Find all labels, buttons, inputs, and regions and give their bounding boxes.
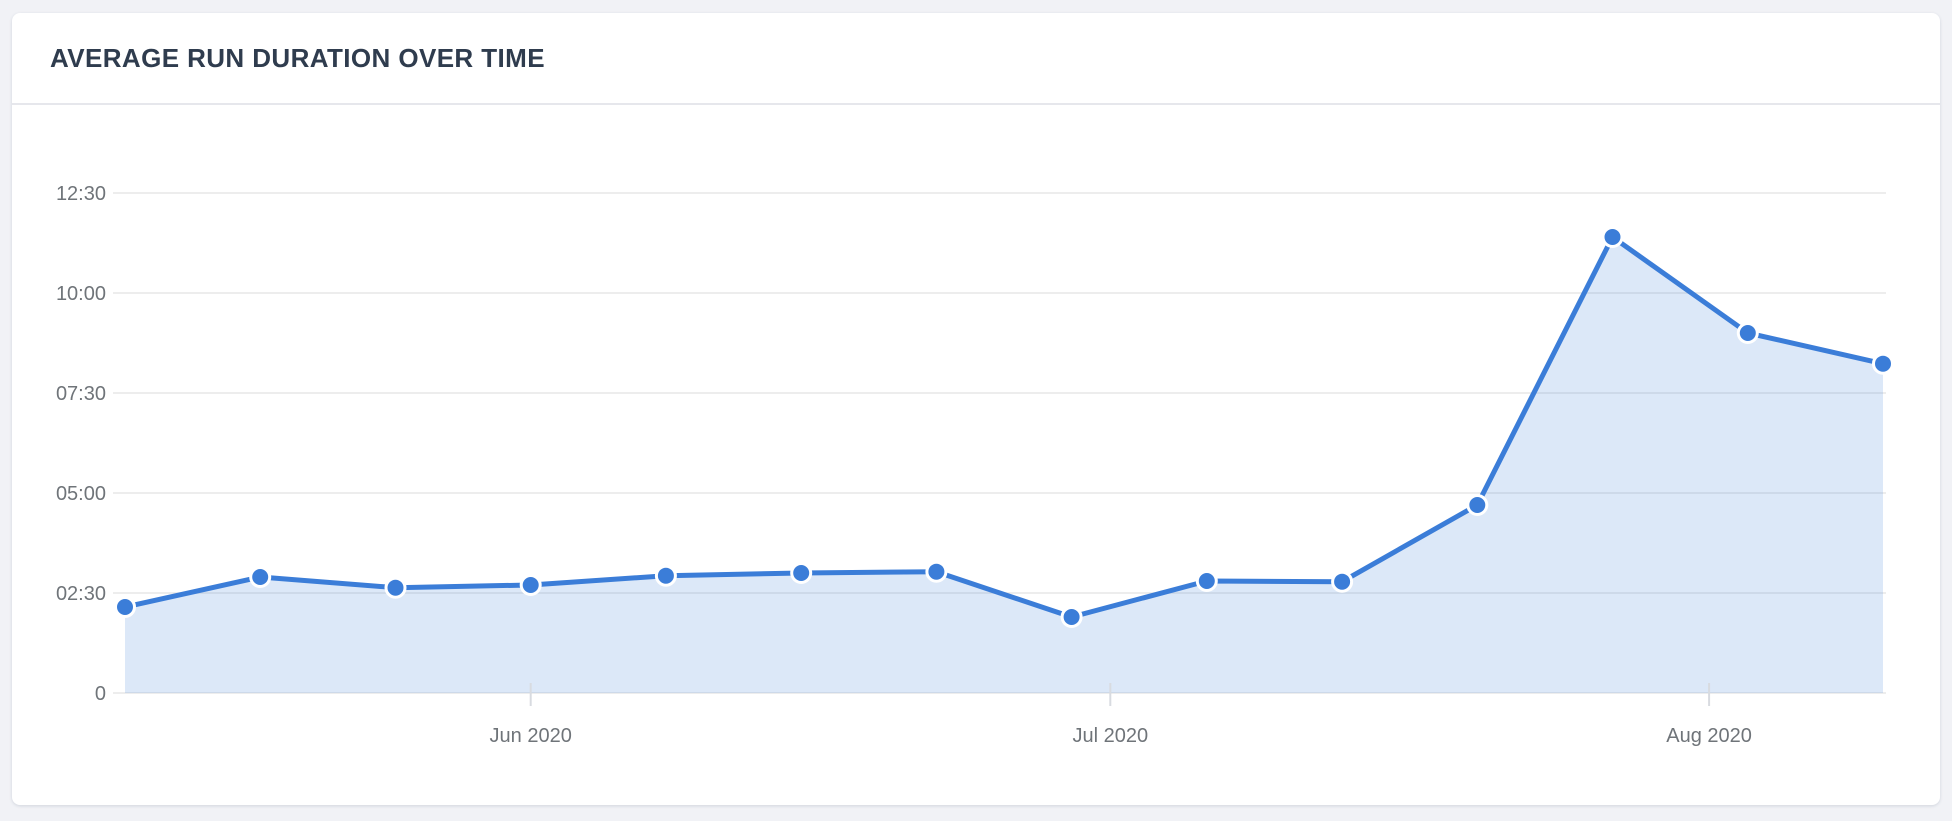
x-axis-tick-label: Jul 2020 [1072,725,1148,747]
data-point-dot[interactable] [1872,352,1894,375]
data-point-dot[interactable] [1195,570,1218,592]
data-point-dot[interactable] [384,576,407,599]
y-axis-tick-label: 05:00 [56,483,106,505]
chart-title: AVERAGE RUN DURATION OVER TIME [50,42,545,73]
data-point-dot[interactable] [249,566,272,588]
data-point-dot[interactable] [654,564,677,587]
data-point-dot[interactable] [1736,322,1759,344]
data-point-dot[interactable] [1601,226,1624,248]
series-area-fill [125,237,1883,693]
y-axis-tick-label: 0 [95,683,106,705]
y-axis-tick-label: 07:30 [56,383,106,405]
y-axis-tick-label: 12:30 [56,183,106,205]
y-axis-tick-label: 10:00 [56,283,106,305]
x-axis-tick-label: Aug 2020 [1666,725,1752,747]
data-point-dot[interactable] [1466,494,1489,516]
chart-card: AVERAGE RUN DURATION OVER TIME [12,13,1940,805]
series-line [122,234,1886,620]
data-point-dot[interactable] [114,596,136,618]
data-point-dot[interactable] [790,562,813,584]
x-axis-tick-label: Jun 2020 [490,725,572,747]
data-point-dot[interactable] [1060,606,1083,628]
chart-card-header: AVERAGE RUN DURATION OVER TIME [12,13,1940,105]
y-axis-tick-label: 02:30 [56,583,106,605]
data-point-dot[interactable] [925,560,948,583]
data-point-dot[interactable] [1331,570,1354,593]
data-point-dot[interactable] [519,574,542,596]
